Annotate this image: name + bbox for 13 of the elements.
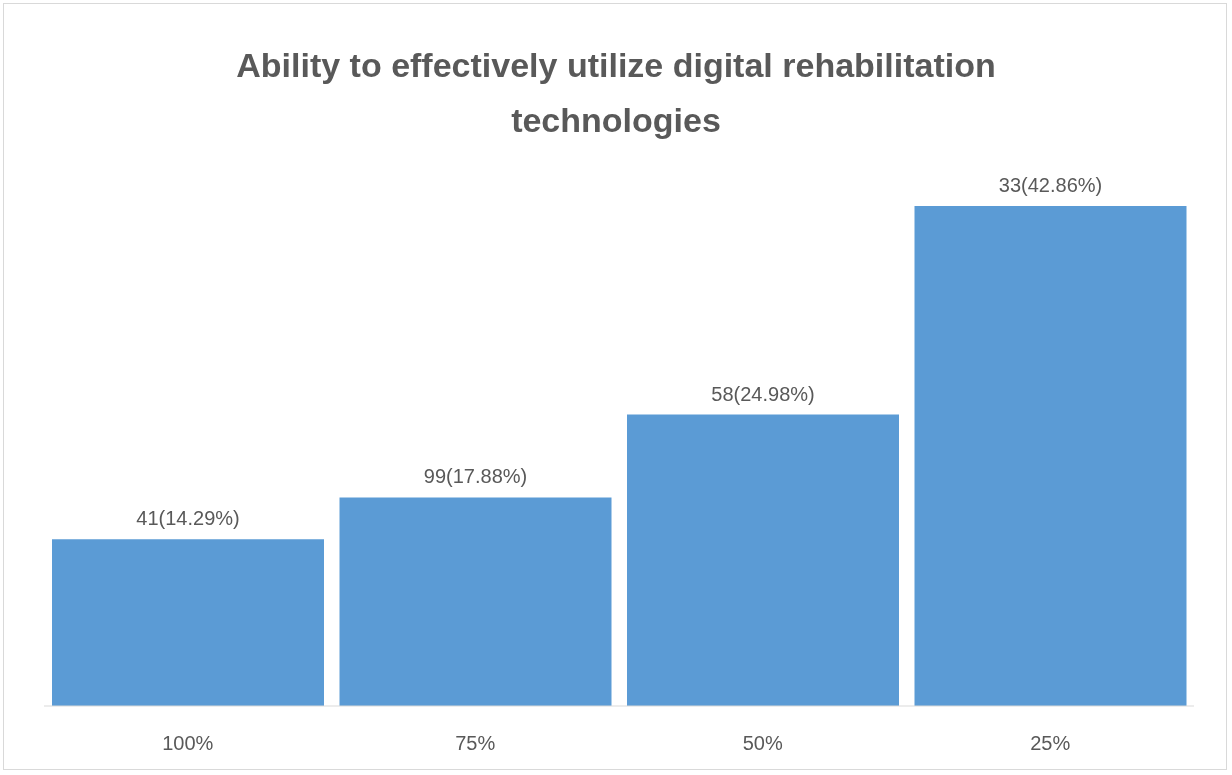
x-tick-label: 25% [1030, 732, 1071, 755]
bar [914, 206, 1187, 706]
data-label: 41(14.29%) [136, 507, 240, 530]
bar [339, 497, 612, 706]
x-tick-label: 100% [162, 732, 214, 755]
bar [52, 539, 324, 706]
bar [627, 414, 899, 706]
data-label: 33(42.86%) [998, 174, 1103, 196]
data-label: 58(24.98%) [711, 382, 815, 405]
data-label: 99(17.88%) [423, 465, 528, 488]
x-tick-label: 50% [742, 732, 783, 755]
x-tick-label: 75% [455, 732, 496, 755]
chart-title: Ability to effectively utilize digital rehabilitation technologies [235, 45, 997, 141]
